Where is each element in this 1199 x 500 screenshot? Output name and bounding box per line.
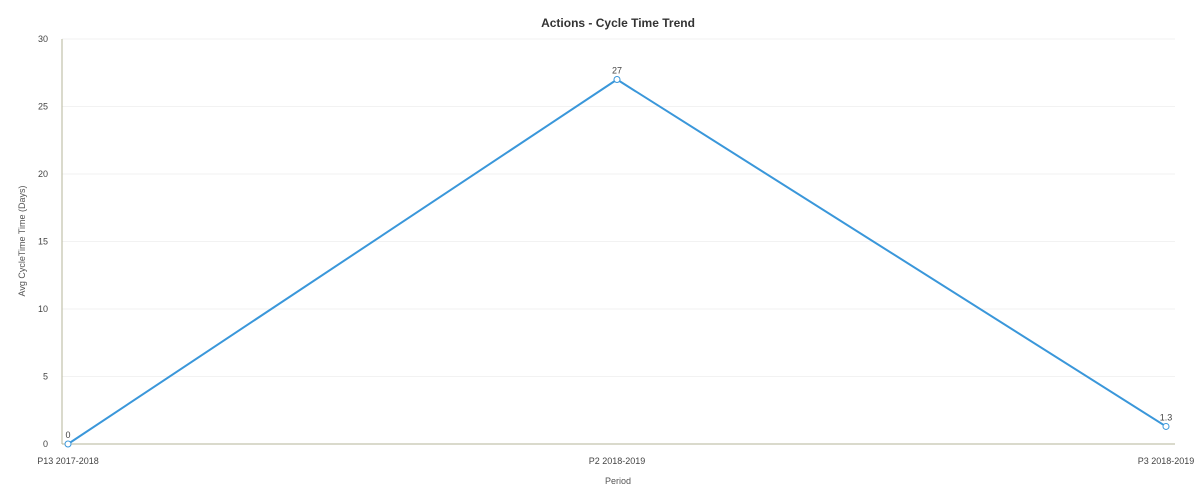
grid (62, 38, 1175, 377)
y-tick-label: 5 (43, 372, 48, 382)
data-label: 1.3 (1160, 412, 1173, 422)
x-tick-labels: P13 2017-2018 P2 2018-2019 P3 2018-2019 (37, 456, 1194, 466)
axes (61, 39, 1175, 445)
y-tick-label: 30 (38, 34, 48, 44)
x-tick-label: P2 2018-2019 (589, 456, 646, 466)
data-point[interactable] (1162, 422, 1170, 430)
series-line (67, 78, 1167, 445)
x-axis-title: Period (605, 476, 631, 486)
y-tick-label: 25 (38, 102, 48, 112)
chart-title: Actions - Cycle Time Trend (541, 16, 695, 30)
series (64, 76, 1170, 448)
data-point[interactable] (613, 76, 621, 83)
y-axis-title: Avg CycleTime Time (Days) (17, 185, 27, 296)
y-tick-labels: 0 5 10 15 20 25 30 (38, 34, 48, 449)
data-label: 0 (65, 430, 70, 440)
x-tick-label: P13 2017-2018 (37, 456, 99, 466)
data-label: 27 (612, 66, 622, 76)
y-tick-label: 0 (43, 439, 48, 449)
x-tick-label: P3 2018-2019 (1138, 456, 1195, 466)
data-point[interactable] (64, 440, 72, 448)
y-tick-label: 20 (38, 169, 48, 179)
y-tick-label: 15 (38, 237, 48, 247)
y-tick-label: 10 (38, 304, 48, 314)
data-labels: 0 27 1.3 (65, 66, 1172, 441)
